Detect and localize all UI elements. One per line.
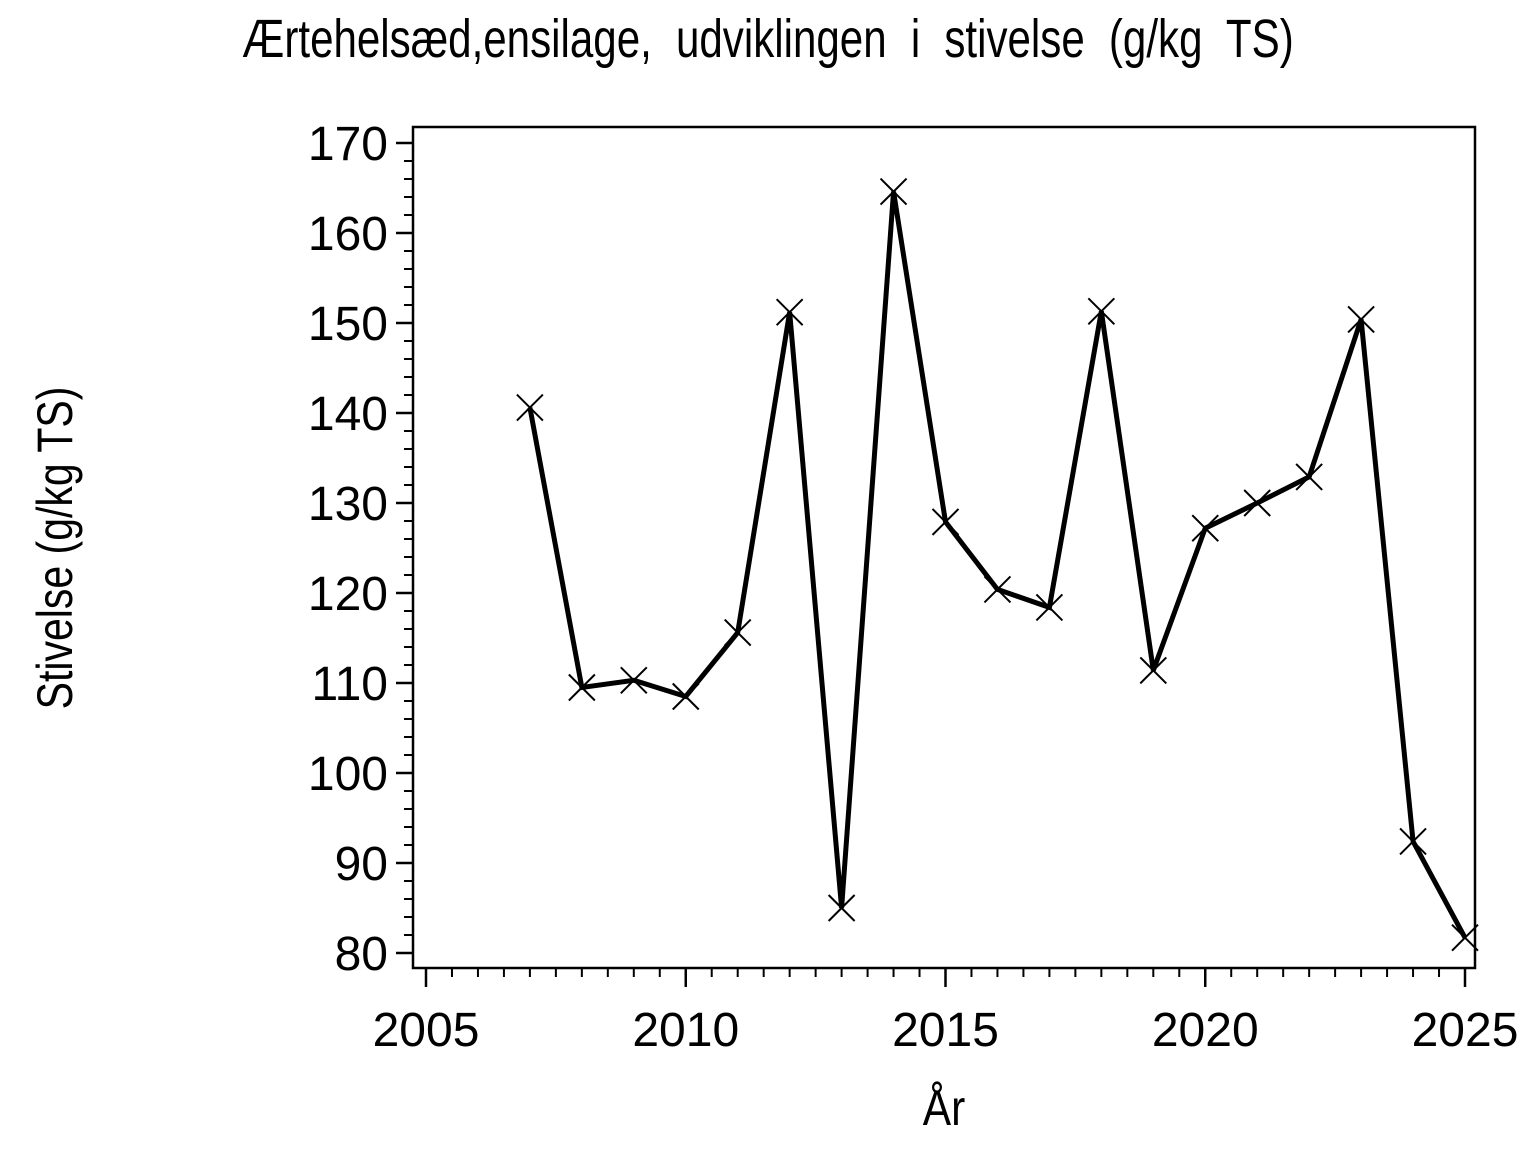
data-point-marker bbox=[1087, 297, 1116, 326]
data-point-marker bbox=[775, 298, 804, 326]
data-point-marker bbox=[931, 508, 960, 536]
data-point-marker bbox=[672, 682, 700, 711]
data-point-marker bbox=[1035, 593, 1064, 622]
y-tick-label: 110 bbox=[311, 658, 388, 711]
data-point-marker bbox=[1295, 463, 1323, 491]
x-axis-label: År bbox=[923, 1080, 965, 1136]
y-tick-label: 170 bbox=[308, 118, 388, 171]
data-point-marker bbox=[1139, 656, 1168, 685]
x-tick-label: 2025 bbox=[1412, 1004, 1519, 1057]
data-point-marker bbox=[983, 575, 1012, 604]
data-point-marker bbox=[516, 393, 544, 422]
x-tick-label: 2010 bbox=[632, 1004, 739, 1057]
chart-title: Ærtehelsæd,ensilage, udviklingen i stive… bbox=[242, 9, 1294, 69]
series-line bbox=[527, 191, 1468, 939]
x-tick-label: 2015 bbox=[892, 1004, 999, 1057]
y-tick-label: 90 bbox=[335, 838, 388, 891]
x-tick-label: 2005 bbox=[373, 1004, 480, 1057]
y-tick-label: 150 bbox=[308, 298, 388, 351]
y-tick-label: 80 bbox=[335, 928, 388, 981]
data-point-marker bbox=[827, 894, 856, 922]
data-point-marker bbox=[723, 618, 752, 647]
data-point-marker bbox=[1451, 923, 1479, 952]
y-tick-label: 160 bbox=[308, 208, 388, 261]
y-axis-label: Stivelse (g/kg TS) bbox=[27, 387, 83, 710]
y-tick-label: 120 bbox=[308, 568, 388, 621]
data-point-marker bbox=[1399, 827, 1427, 856]
data-point-marker bbox=[1243, 489, 1271, 517]
data-point-marker bbox=[1191, 514, 1219, 542]
y-tick-label: 100 bbox=[308, 748, 388, 801]
y-tick-label: 140 bbox=[308, 388, 388, 441]
data-point-marker bbox=[879, 177, 908, 206]
y-tick-label: 130 bbox=[308, 478, 388, 531]
data-point-marker bbox=[620, 666, 648, 695]
data-point-marker bbox=[568, 673, 596, 702]
x-tick-label: 2020 bbox=[1152, 1004, 1259, 1057]
data-point-marker bbox=[1347, 305, 1375, 334]
plot-frame bbox=[411, 125, 1477, 970]
plot-area: 80 90 100 110 120 130 140 150 160 170 2005 2010 2015… bbox=[308, 118, 1518, 1057]
